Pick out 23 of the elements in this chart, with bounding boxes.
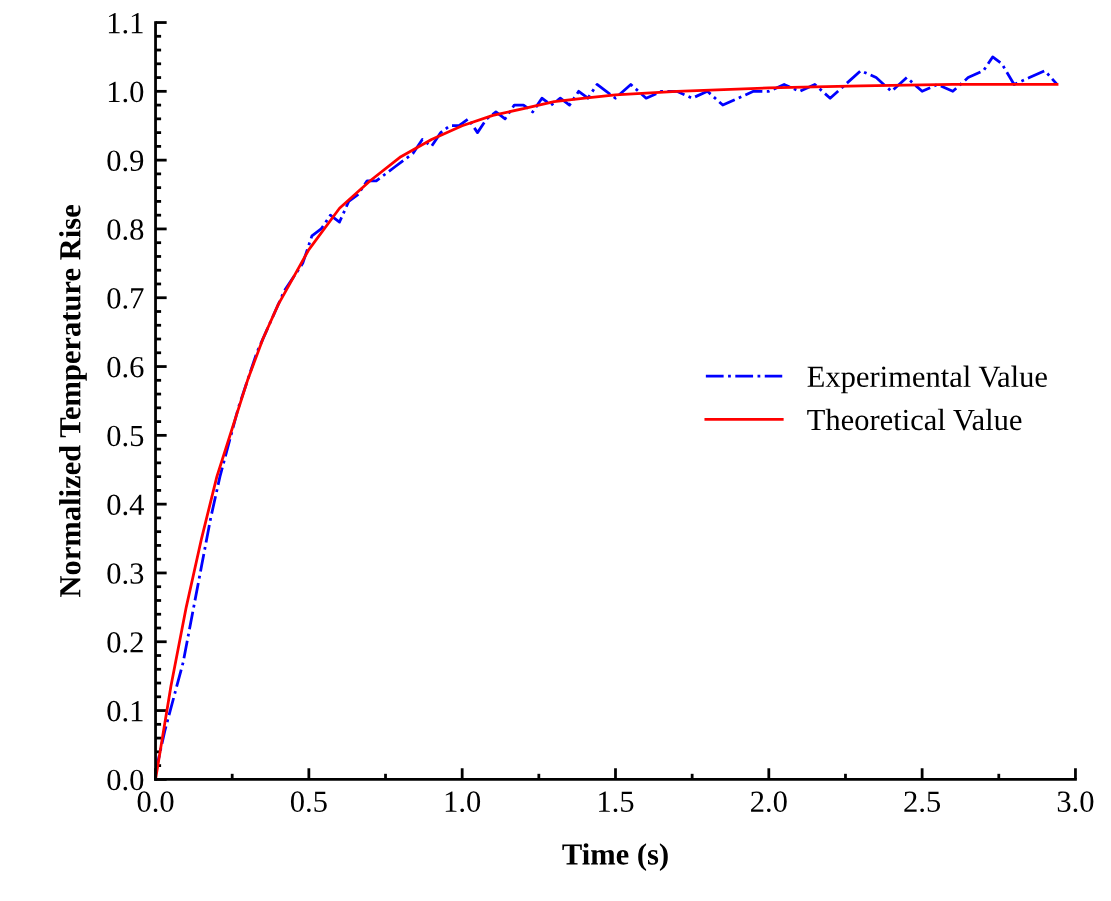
y-tick-label: 0.8 [107, 219, 144, 240]
x-tick-label: 3.0 [1057, 791, 1094, 813]
y-tick-label: 1.0 [108, 81, 144, 103]
y-tick-label: 0.9 [107, 150, 144, 172]
x-tick-label: 2.0 [751, 791, 787, 813]
y-axis-title: Normalized Temperature Rise [59, 205, 87, 597]
y-tick-label: 0.6 [107, 356, 144, 378]
y-tick-label: 0.5 [107, 425, 144, 447]
y-tick-label: 0.4 [107, 494, 144, 516]
x-tick-label: 2.5 [904, 791, 941, 813]
y-tick-label: 1.1 [108, 12, 143, 34]
x-axis-title: Time (s) [562, 843, 668, 871]
y-tick-label: 0.3 [107, 563, 144, 584]
y-tick-label: 0.2 [107, 632, 143, 653]
y-tick-label: 0.7 [107, 288, 144, 309]
x-tick-label: 1.5 [599, 791, 634, 813]
x-tick-label: 1.0 [445, 791, 481, 813]
y-tick-label: 0.1 [107, 700, 143, 722]
y-tick-label: 0.0 [107, 769, 144, 791]
legend-label: Theoretical Value [807, 408, 1022, 431]
x-tick-label: 0.5 [290, 791, 327, 813]
x-tick-label: 0.0 [137, 791, 174, 813]
legend-label: Experimental Value [807, 365, 1047, 394]
